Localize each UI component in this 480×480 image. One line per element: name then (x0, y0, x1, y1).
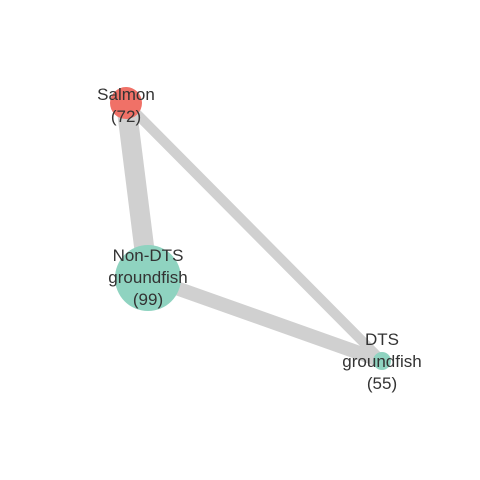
node-label-dts-line-0: DTS (365, 330, 399, 349)
node-dts (373, 352, 391, 370)
node-salmon (110, 87, 142, 119)
edge-salmon-dts (121, 98, 387, 366)
node-label-non-dts-line-1: groundfish (108, 268, 187, 287)
node-non-dts (115, 245, 181, 311)
node-label-dts-line-1: groundfish (342, 352, 421, 371)
node-label-non-dts-line-0: Non-DTS (113, 246, 184, 265)
edges-layer (116, 93, 389, 368)
node-label-dts-line-2: (55) (367, 374, 397, 393)
node-label-salmon-line-1: (72) (111, 107, 141, 126)
edge-non-dts-dts (141, 271, 389, 368)
node-label-salmon-line-0: Salmon (97, 85, 155, 104)
labels-layer: Salmon (72) Non-DTS groundfish (99) DTS ground… (97, 85, 422, 393)
node-label-non-dts-line-2: (99) (133, 290, 163, 309)
nodes-layer (110, 87, 391, 370)
